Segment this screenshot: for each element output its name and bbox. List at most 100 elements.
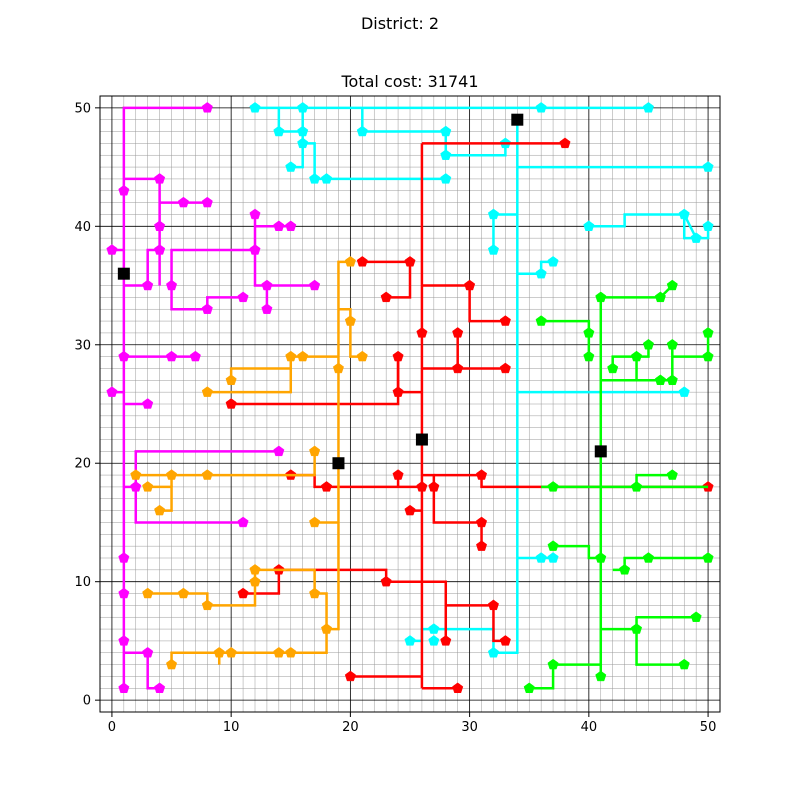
customer-point (547, 256, 559, 267)
customer-point (225, 374, 237, 386)
customer-point (177, 196, 189, 208)
x-tick-label: 0 (108, 720, 116, 735)
customer-point (118, 682, 130, 694)
customer-point (452, 327, 464, 338)
network-edge (421, 473, 483, 547)
customer-point (154, 173, 166, 184)
customer-point (583, 220, 595, 232)
customer-point (654, 374, 666, 386)
customer-point (440, 125, 452, 137)
customer-point (356, 256, 368, 267)
network-edge (600, 627, 685, 666)
customer-point (416, 481, 428, 492)
customer-point (631, 623, 643, 634)
y-tick-label: 50 (74, 101, 91, 116)
network-edge (290, 107, 304, 169)
customer-point (678, 208, 690, 220)
network-edge (123, 651, 160, 690)
minor-grid (99, 95, 721, 713)
customer-point (595, 552, 607, 563)
network-edge (362, 260, 412, 299)
customer-point (249, 208, 261, 220)
customer-point (428, 635, 440, 646)
customer-point (428, 481, 440, 492)
customer-point (392, 386, 404, 397)
hub-marker (511, 113, 524, 126)
customer-point (237, 291, 249, 303)
customer-point (452, 682, 464, 694)
customer-point (380, 291, 392, 303)
customer-point (344, 670, 356, 682)
customer-point (321, 481, 333, 492)
hub-marker (594, 445, 607, 458)
customer-point (118, 184, 130, 196)
customer-point (297, 137, 309, 149)
y-axis-ticks: 0 10 20 30 40 50 (74, 101, 100, 709)
hubs (117, 113, 607, 470)
customer-point (631, 481, 643, 492)
customer-point (631, 350, 643, 362)
customer-point (702, 161, 714, 172)
customer-point (297, 102, 309, 113)
customer-point (285, 161, 297, 172)
customer-point (678, 658, 690, 670)
network-edge (421, 284, 506, 323)
customer-point (487, 599, 499, 611)
customer-point (690, 611, 702, 622)
axes-frame (99, 95, 721, 713)
customer-point (464, 279, 476, 291)
customer-point (154, 504, 166, 516)
x-tick-label: 40 (581, 720, 598, 735)
customer-point (702, 220, 714, 232)
customer-point (321, 173, 333, 184)
customer-point (130, 481, 142, 492)
customer-point (118, 350, 130, 362)
customer-point (499, 362, 511, 374)
customer-point (309, 587, 321, 599)
network-edge (553, 544, 601, 560)
customer-point (237, 587, 249, 599)
customer-point (535, 315, 547, 326)
customer-point (404, 635, 416, 646)
customer-point (702, 327, 714, 338)
customer-point (118, 587, 130, 599)
network-edge (541, 319, 591, 357)
network-edge (337, 260, 351, 464)
network-edge (243, 568, 422, 595)
customer-point (416, 327, 428, 338)
x-tick-label: 50 (700, 720, 717, 735)
customer-point (476, 469, 488, 480)
network-5 (523, 279, 714, 694)
y-tick-label: 40 (74, 220, 91, 235)
customer-point (440, 173, 452, 184)
customer-point (404, 256, 416, 267)
customer-point (166, 469, 178, 480)
network-edge (529, 663, 601, 690)
customer-point (487, 244, 499, 255)
chart-title: Total cost: 31741 (341, 72, 479, 91)
network-edge (147, 568, 316, 607)
x-tick-label: 10 (223, 720, 240, 735)
customer-point (201, 102, 213, 113)
customer-point (356, 350, 368, 362)
network-edge (314, 592, 328, 630)
customer-point (154, 220, 166, 232)
customer-point (177, 587, 189, 599)
customer-point (690, 232, 702, 243)
network-edge (611, 344, 650, 369)
customer-point (249, 244, 261, 255)
x-tick-label: 20 (342, 720, 359, 735)
customer-point (309, 516, 321, 528)
customer-point (702, 350, 714, 362)
customer-point (595, 670, 607, 682)
customer-point (607, 362, 619, 374)
x-axis-ticks: 0 10 20 30 40 50 (108, 712, 717, 735)
customer-point (440, 149, 452, 160)
customer-point (344, 256, 356, 267)
customer-point (344, 315, 356, 326)
network-edge (302, 142, 446, 181)
network-2 (249, 102, 714, 658)
x-tick-label: 30 (461, 720, 478, 735)
customer-point (476, 516, 488, 528)
